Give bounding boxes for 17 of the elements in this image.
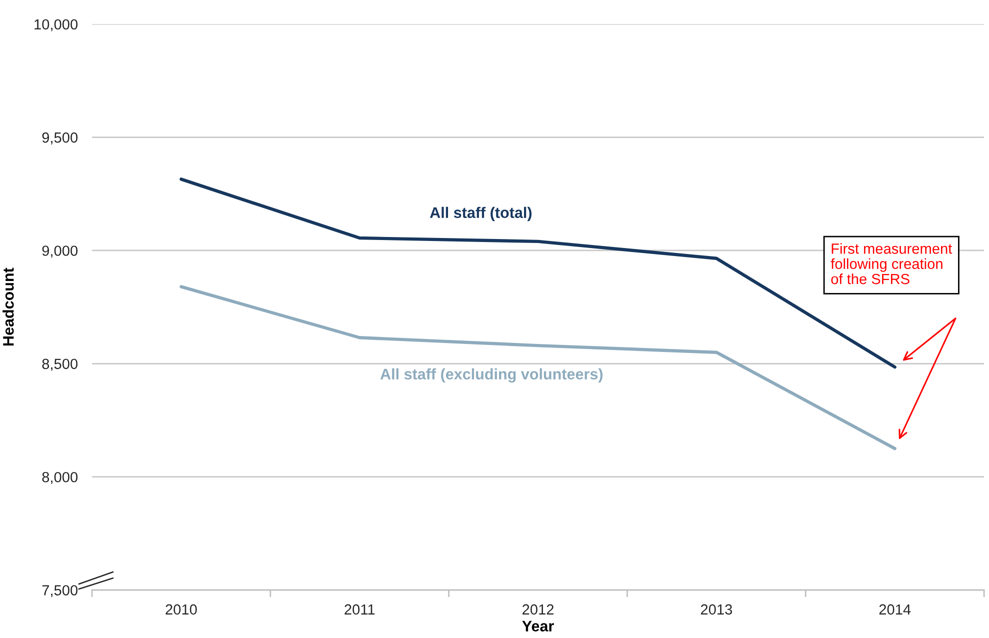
y-tick-label: 9,000 [42, 246, 78, 258]
x-tick-label: 2014 [879, 604, 911, 615]
y-tick-label: 8,000 [42, 472, 78, 484]
y-tick-label: 8,500 [42, 358, 78, 371]
x-tick-label: 2012 [522, 604, 554, 615]
annotation: First measurement following creation of the SFRS [830, 243, 952, 284]
y-tick-label: 9,500 [42, 132, 78, 144]
series-label: All staff (excluding volunteers) [380, 368, 603, 383]
y-tick-label: 7,500 [42, 585, 78, 598]
y-tick-label: 10,000 [34, 19, 78, 32]
x-axis-title: Year [522, 620, 554, 632]
line-series [180, 285, 896, 450]
x-tick-label: 2013 [700, 604, 732, 615]
series-label: All staff (total) [430, 206, 532, 222]
y-axis-title: Headcount [2, 268, 14, 346]
x-tick-label: 2010 [166, 604, 197, 615]
x-tick-label: 2011 [344, 604, 375, 615]
